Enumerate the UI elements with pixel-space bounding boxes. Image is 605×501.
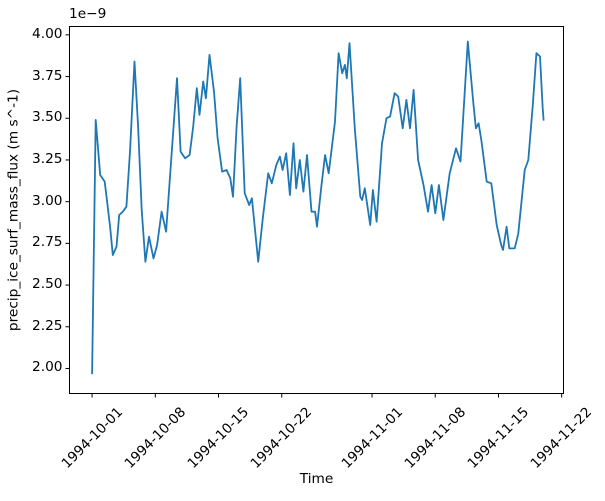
data-line — [91, 40, 545, 375]
y-tick-label: 2.75 — [32, 234, 63, 251]
y-tick-label: 2.25 — [32, 317, 63, 334]
y-tick-label: 3.50 — [32, 109, 63, 126]
x-axis-label: Time — [299, 471, 334, 487]
y-tick-label: 2.00 — [32, 359, 63, 376]
y-tick-label: 2.50 — [32, 276, 63, 293]
y-tick-label: 4.00 — [32, 25, 63, 42]
plot-frame — [69, 26, 564, 394]
y-tick-label: 3.00 — [32, 192, 63, 209]
y-tick-label: 3.25 — [32, 150, 63, 167]
axis-offset-text: 1e−9 — [69, 6, 107, 22]
y-axis-label: precip_ice_surf_mass_flux (m s^-1) — [5, 88, 22, 332]
y-tick-label: 3.75 — [32, 67, 63, 84]
